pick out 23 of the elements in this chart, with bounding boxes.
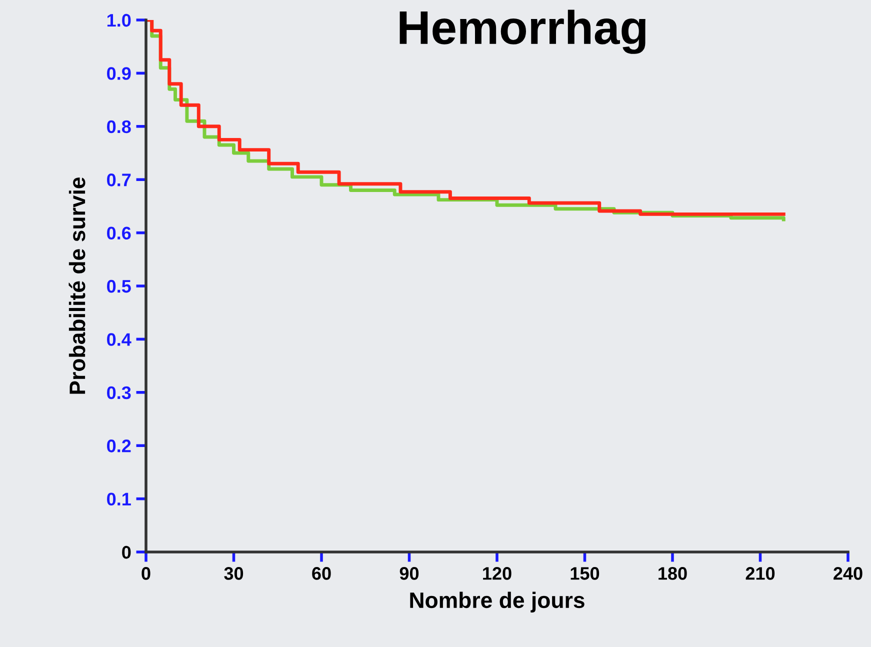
y-axis-title: Probabilité de survie xyxy=(68,177,86,394)
y-tick-label: 0.3 xyxy=(107,386,131,400)
x-axis-title: Nombre de jours xyxy=(410,592,584,612)
y-tick-label: 0.6 xyxy=(107,226,131,240)
y-tick-label: 0 xyxy=(122,546,131,559)
y-tick-label: 0.8 xyxy=(107,120,131,134)
x-tick-label: 240 xyxy=(834,567,862,580)
y-tick-label: 0.9 xyxy=(107,67,131,80)
y-tick-label: 0.2 xyxy=(107,440,131,452)
y-tick-label: 0.4 xyxy=(107,333,132,346)
chart-title: Hemorrhag xyxy=(400,10,646,54)
x-tick-label: 90 xyxy=(400,567,419,580)
x-tick-label: 60 xyxy=(312,567,331,580)
x-tick-label: 0 xyxy=(142,567,150,580)
y-tick-label: 0.5 xyxy=(107,280,131,293)
x-tick-label: 180 xyxy=(658,567,687,580)
y-tick-label: 0.7 xyxy=(107,174,131,186)
x-tick-label: 120 xyxy=(483,567,512,580)
y-tick-label: 0.1 xyxy=(107,492,131,506)
x-tick-label: 210 xyxy=(746,567,775,580)
y-tick-label: 1.0 xyxy=(107,14,131,27)
x-tick-label: 30 xyxy=(224,567,244,580)
x-tick-label: 150 xyxy=(570,567,600,580)
